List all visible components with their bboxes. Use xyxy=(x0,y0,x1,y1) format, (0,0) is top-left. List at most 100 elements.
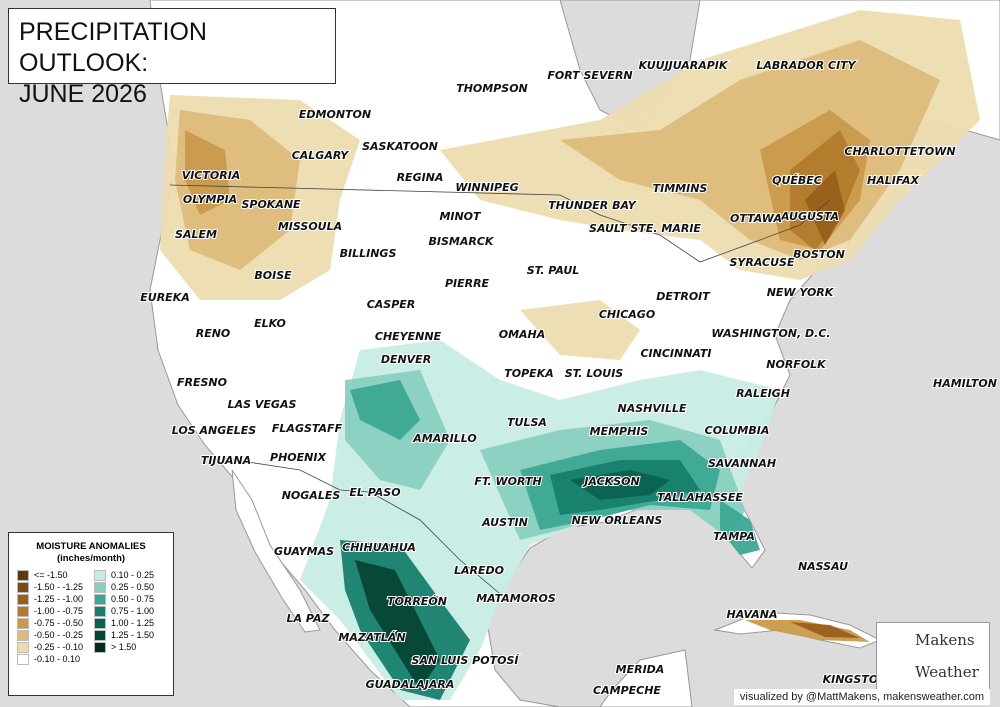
legend-label: -0.50 - -0.25 xyxy=(34,630,84,640)
city-label: TOPEKA xyxy=(504,367,553,380)
city-label: BOSTON xyxy=(793,248,845,261)
city-label: FRESNO xyxy=(177,376,227,389)
legend-item: -0.50 - -0.25 xyxy=(17,629,88,641)
legend-swatch xyxy=(94,629,106,641)
city-label: SASKATOON xyxy=(362,140,438,153)
city-label: NOGALES xyxy=(282,489,341,502)
legend-label: > 1.50 xyxy=(111,642,137,652)
city-label: MERIDA xyxy=(616,663,665,676)
legend-title: (inches/month) xyxy=(56,553,126,564)
credit: visualized by @MattMakens, makensweather… xyxy=(733,689,990,705)
city-label: HALIFAX xyxy=(867,174,919,187)
city-label: HAMILTON xyxy=(933,377,997,390)
city-label: NORFOLK xyxy=(766,358,827,371)
city-label: FLAGSTAFF xyxy=(272,422,343,435)
legend-title: MOISTURE ANOMALIES xyxy=(36,541,146,552)
city-label: SPOKANE xyxy=(241,198,301,211)
legend-item: <= -1.50 xyxy=(17,569,88,581)
city-label: TULSA xyxy=(507,416,547,429)
city-label: QUÉBEC xyxy=(772,174,822,187)
legend-swatch xyxy=(17,569,29,581)
city-label: KINGSTON xyxy=(823,673,888,686)
city-label: SYRACUSE xyxy=(730,256,795,269)
title-line: JUNE 2026 xyxy=(19,80,147,108)
city-label: COLUMBIA xyxy=(705,424,770,437)
logo: Makens Weather xyxy=(876,622,990,690)
city-label: CHIHUAHUA xyxy=(342,541,416,554)
city-labels: FORT SEVERN KUUJJUARAPIK LABRADOR CITY THOM… xyxy=(139,58,998,698)
city-label: EDMONTON xyxy=(299,108,371,121)
city-label: ELKO xyxy=(254,317,286,330)
legend-label: 0.75 - 1.00 xyxy=(111,606,155,616)
legend-item: -1.25 - -1.00 xyxy=(17,593,88,605)
legend-item: 0.10 - 0.25 xyxy=(94,569,165,581)
city-label: REGINA xyxy=(397,171,444,184)
legend-item: -0.25 - -0.10 xyxy=(17,641,88,653)
legend-swatch xyxy=(94,605,106,617)
city-label: WINNIPEG xyxy=(455,181,518,194)
city-label: FORT SEVERN xyxy=(547,69,632,82)
legend-swatch xyxy=(94,641,106,653)
city-label: BISMARCK xyxy=(429,235,495,248)
border xyxy=(221,457,506,599)
legend-item: -0.75 - -0.50 xyxy=(17,617,88,629)
title-box: PRECIPITATION OUTLOOK: JUNE 2026 xyxy=(8,8,336,108)
legend-label: -1.50 - -1.25 xyxy=(34,582,84,592)
city-label: DENVER xyxy=(381,353,431,366)
baja xyxy=(231,469,321,633)
city-label: LAREDO xyxy=(454,564,504,577)
city-label: MATAMOROS xyxy=(476,592,556,605)
legend-item: > 1.50 xyxy=(94,641,165,653)
legend-swatch xyxy=(94,593,106,605)
city-label: OLYMPIA xyxy=(183,193,237,206)
legend-label: -1.00 - -0.75 xyxy=(34,606,84,616)
city-label: SAN LUIS POTOSÍ xyxy=(412,654,520,667)
legend-item: 0.50 - 0.75 xyxy=(94,593,165,605)
city-label: LABRADOR CITY xyxy=(756,59,856,72)
city-label: TAMPA xyxy=(713,530,755,543)
legend-label: -1.25 - -1.00 xyxy=(34,594,84,604)
title-line: PRECIPITATION OUTLOOK: xyxy=(19,18,207,77)
legend: MOISTURE ANOMALIES (inches/month) <= -1.… xyxy=(8,532,174,696)
city-label: CALGARY xyxy=(292,149,350,162)
city-label: GUAYMAS xyxy=(274,545,334,558)
legend-item: 0.75 - 1.00 xyxy=(94,605,165,617)
legend-label: 0.10 - 0.25 xyxy=(111,570,155,580)
city-label: TORREÓN xyxy=(387,595,447,608)
city-label: PHOENIX xyxy=(270,451,326,464)
city-label: EL PASO xyxy=(349,486,400,499)
legend-label: -0.10 - 0.10 xyxy=(34,654,81,664)
legend-item: -0.10 - 0.10 xyxy=(17,653,88,665)
city-label: TIJUANA xyxy=(201,454,251,467)
anomaly-area xyxy=(720,500,760,555)
city-label: OTTAWA xyxy=(730,212,782,225)
anomaly-area xyxy=(570,470,670,500)
legend-label: 1.00 - 1.25 xyxy=(111,618,155,628)
city-label: WASHINGTON, D.C. xyxy=(711,327,830,340)
anomaly-area xyxy=(790,622,860,638)
city-label: CAMPECHE xyxy=(593,684,661,697)
city-label: MINOT xyxy=(439,210,482,223)
city-label: SALEM xyxy=(175,228,217,241)
city-label: AUSTIN xyxy=(481,516,528,529)
city-label: CHARLOTTETOWN xyxy=(844,145,955,158)
legend-item: -1.00 - -0.75 xyxy=(17,605,88,617)
city-label: JACKSON xyxy=(582,475,639,488)
legend-swatch xyxy=(94,617,106,629)
anomaly-area xyxy=(805,170,845,245)
city-label: PIERRE xyxy=(445,277,490,290)
city-label: LOS ANGELES xyxy=(172,424,257,437)
city-label: THOMPSON xyxy=(456,82,528,95)
city-label: ST. PAUL xyxy=(527,264,580,277)
logo-text: Weather xyxy=(915,663,979,681)
legend-swatch xyxy=(17,641,29,653)
city-label: BOISE xyxy=(254,269,292,282)
city-label: KUUJJUARAPIK xyxy=(639,59,729,72)
city-label: ST. LOUIS xyxy=(565,367,624,380)
city-label: SAULT STE. MARIE xyxy=(589,222,701,235)
city-label: CHEYENNE xyxy=(375,330,442,343)
city-label: TIMMINS xyxy=(653,182,708,195)
city-label: SAVANNAH xyxy=(708,457,776,470)
city-label: RENO xyxy=(196,327,231,340)
